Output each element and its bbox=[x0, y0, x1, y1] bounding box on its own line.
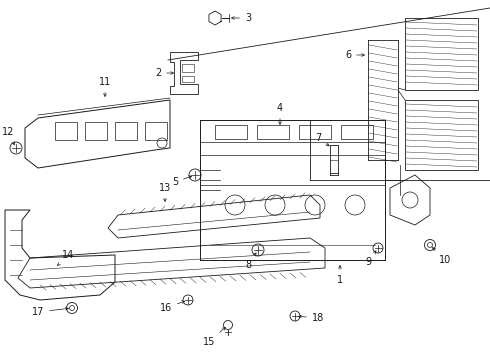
Text: 12: 12 bbox=[2, 127, 14, 145]
Text: 1: 1 bbox=[337, 266, 343, 285]
Text: 8: 8 bbox=[245, 253, 256, 270]
Text: 3: 3 bbox=[232, 13, 251, 23]
Bar bbox=[182, 76, 194, 82]
Bar bbox=[115, 122, 137, 140]
Text: 18: 18 bbox=[298, 313, 324, 323]
Bar bbox=[85, 122, 107, 140]
Bar bbox=[55, 122, 77, 140]
Text: 9: 9 bbox=[365, 251, 376, 267]
Bar bbox=[341, 125, 373, 139]
Bar bbox=[182, 64, 194, 72]
Text: 4: 4 bbox=[277, 103, 283, 125]
Text: 7: 7 bbox=[315, 133, 329, 146]
Text: 17: 17 bbox=[32, 307, 69, 317]
Text: 6: 6 bbox=[345, 50, 365, 60]
Text: 15: 15 bbox=[203, 327, 225, 347]
Bar bbox=[145, 122, 167, 140]
Bar bbox=[257, 125, 289, 139]
Text: 14: 14 bbox=[57, 250, 74, 265]
Text: 5: 5 bbox=[172, 176, 192, 187]
Bar bbox=[299, 125, 331, 139]
Text: 11: 11 bbox=[99, 77, 111, 96]
Text: 2: 2 bbox=[155, 68, 173, 78]
Bar bbox=[215, 125, 247, 139]
Text: 16: 16 bbox=[160, 301, 185, 313]
Text: 13: 13 bbox=[159, 183, 171, 202]
Text: 10: 10 bbox=[433, 248, 451, 265]
